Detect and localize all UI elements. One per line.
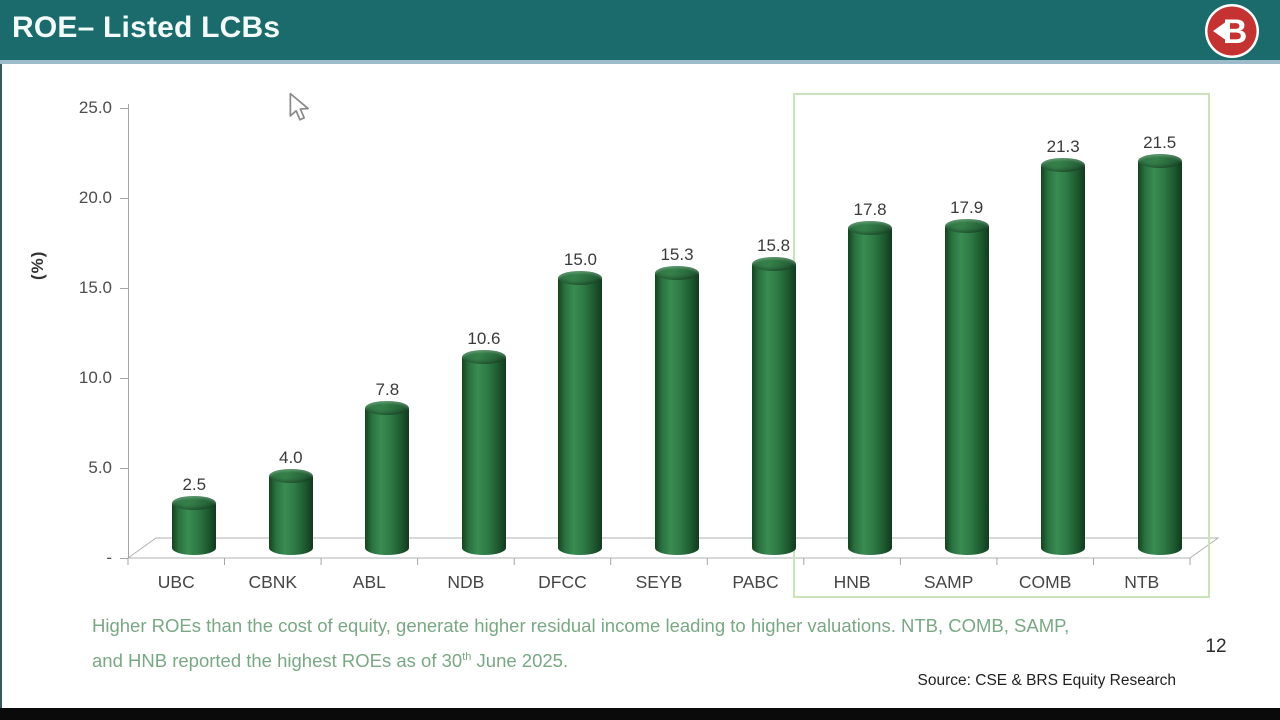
y-axis-tick <box>120 558 128 559</box>
x-axis-label-NTB: NTB <box>1124 572 1160 592</box>
y-axis <box>128 104 129 558</box>
bar-HNB <box>848 227 893 555</box>
bar-value-label: 21.5 <box>1143 133 1177 152</box>
x-axis-label-CBNK: CBNK <box>248 572 298 592</box>
bar-top-NTB <box>1137 154 1182 168</box>
x-axis-label-SAMP: SAMP <box>923 572 974 592</box>
y-axis-tick <box>120 468 128 469</box>
bar-top-PABC <box>751 256 796 271</box>
note-line-1: Higher ROEs than the cost of equity, gen… <box>92 615 1070 636</box>
bar-top-SEYB <box>655 265 699 280</box>
brs-logo-icon: B <box>1205 4 1259 58</box>
bar-top-SAMP <box>944 218 989 233</box>
header-divider <box>0 60 1280 64</box>
x-axis-label-COMB: COMB <box>1018 572 1072 592</box>
y-tick-label: 10.0 <box>78 368 112 387</box>
bar-DFCC <box>558 278 603 555</box>
bar-ABL <box>365 407 410 555</box>
header-bar: ROE– Listed LCBs <box>0 0 1280 60</box>
page-number: 12 <box>1205 636 1227 657</box>
bar-top-DFCC <box>558 271 603 285</box>
bar-CBNK <box>268 476 313 555</box>
bar-top-HNB <box>848 220 893 235</box>
y-axis-title: (%) <box>28 250 47 280</box>
chart-note: Higher ROEs than the cost of equity, gen… <box>92 615 1192 685</box>
note-line-2: and HNB reported the highest ROEs as of … <box>92 650 569 671</box>
bar-value-label: 21.3 <box>1046 136 1080 156</box>
bar-value-label: 7.8 <box>375 379 400 399</box>
x-axis-label-HNB: HNB <box>833 572 871 592</box>
bar-SEYB <box>655 272 699 555</box>
x-axis-label-UBC: UBC <box>157 572 195 592</box>
bar-PABC <box>751 263 796 555</box>
y-axis-tick <box>120 378 128 379</box>
y-tick-label: 20.0 <box>78 188 112 207</box>
bar-NTB <box>1137 161 1182 555</box>
bar-value-label: 10.6 <box>467 329 501 349</box>
x-axis-label-NDB: NDB <box>447 572 485 592</box>
bar-top-CBNK <box>268 469 313 483</box>
y-axis-tick <box>120 288 128 289</box>
x-axis-label-ABL: ABL <box>352 572 386 592</box>
page-title: ROE– Listed LCBs <box>12 11 281 44</box>
y-tick-label: 25.0 <box>78 98 112 117</box>
left-edge-strip <box>0 64 2 708</box>
bar-value-label: 15.3 <box>660 244 694 264</box>
y-tick-label: 15.0 <box>78 278 112 297</box>
y-axis-tick <box>120 198 128 199</box>
bar-value-label: 17.9 <box>950 197 984 217</box>
bar-value-label: 15.8 <box>756 235 791 255</box>
bottom-edge-strip <box>0 708 1280 720</box>
bar-top-NDB <box>461 350 506 365</box>
bar-value-label: 4.0 <box>278 448 303 467</box>
y-axis-tick <box>120 108 128 109</box>
source-caption: Source: CSE & BRS Equity Research <box>917 672 1176 689</box>
bar-top-UBC <box>172 496 217 510</box>
bar-NDB <box>461 357 506 555</box>
mouse-cursor-icon <box>289 92 309 121</box>
x-axis-label-DFCC: DFCC <box>538 572 587 592</box>
bar-COMB <box>1041 164 1086 555</box>
x-axis-label-SEYB: SEYB <box>635 572 683 592</box>
bar-top-ABL <box>365 400 410 415</box>
bar-value-label: 17.8 <box>853 199 887 219</box>
bar-SAMP <box>944 225 989 555</box>
y-tick-label: 5.0 <box>88 458 112 477</box>
bar-UBC <box>172 503 217 555</box>
y-tick-label: - <box>106 548 112 567</box>
bar-value-label: 15.0 <box>563 250 597 269</box>
x-axis-label-PABC: PABC <box>732 572 779 592</box>
bar-top-COMB <box>1041 157 1086 172</box>
bar-value-label: 2.5 <box>182 475 207 494</box>
